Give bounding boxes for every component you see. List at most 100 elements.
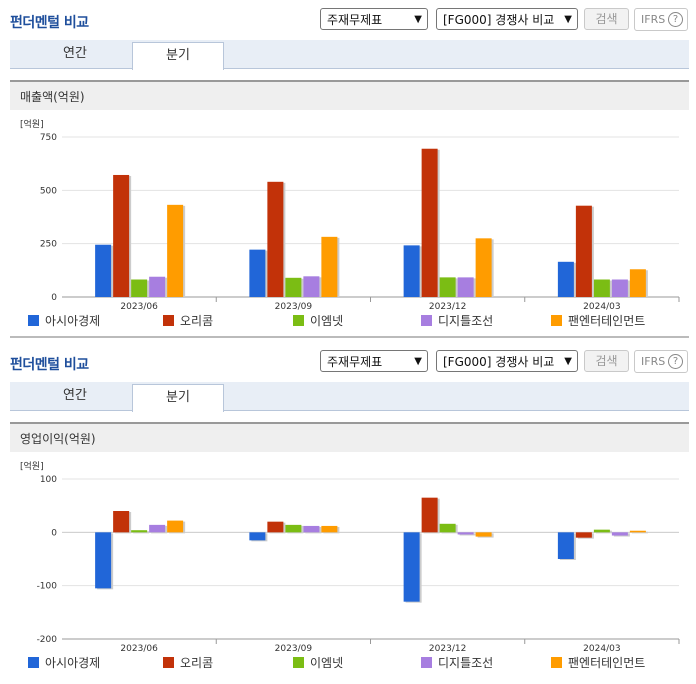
bar-shadow <box>631 531 648 534</box>
tab-quarterly[interactable]: 분기 <box>132 42 224 70</box>
period-tabs: 연간 분기 <box>10 382 689 412</box>
ifrs-help-button[interactable]: IFRS? <box>634 8 688 31</box>
x-tick-label: 2023/06 <box>120 302 158 310</box>
bar[interactable] <box>167 520 184 533</box>
bar[interactable] <box>303 525 320 533</box>
panel-divider <box>10 336 689 338</box>
bar[interactable] <box>575 532 592 538</box>
fundamental-panel-revenue: 펀더멘털 비교 주재무제표 ▼ [FG000] 경쟁사 비교 ▼ 검색 IFRS? … <box>0 0 696 338</box>
legend-item[interactable]: 디지틀조선 <box>421 312 493 330</box>
chart-legend: 아시아경제 오리콤 이엠넷 디지틀조선 팬엔터테인먼트 <box>28 654 688 672</box>
chart-subtitle: 매출액(억원) <box>10 80 689 110</box>
question-icon: ? <box>668 354 683 369</box>
y-tick-label: 0 <box>51 293 57 303</box>
search-button[interactable]: 검색 <box>584 350 629 372</box>
bar[interactable] <box>593 279 610 297</box>
bar[interactable] <box>249 532 266 541</box>
y-unit-label: [억원] <box>20 118 44 130</box>
ifrs-help-button[interactable]: IFRS? <box>634 350 688 373</box>
panel-title: 펀더멘털 비교 <box>10 15 89 31</box>
bar[interactable] <box>421 148 438 297</box>
bar[interactable] <box>131 279 148 297</box>
bar[interactable] <box>249 249 266 297</box>
bar[interactable] <box>403 532 420 602</box>
legend-item[interactable]: 아시아경제 <box>28 312 100 330</box>
legend-item[interactable]: 팬엔터테인먼트 <box>551 312 645 330</box>
legend-label: 아시아경제 <box>45 314 101 328</box>
bar[interactable] <box>267 181 284 297</box>
bar[interactable] <box>611 532 628 536</box>
chart-legend: 아시아경제 오리콤 이엠넷 디지틀조선 팬엔터테인먼트 <box>28 312 688 330</box>
tab-annual[interactable]: 연간 <box>63 388 87 403</box>
bar[interactable] <box>457 277 474 297</box>
legend-label: 디지틀조선 <box>438 314 494 328</box>
legend-swatch <box>551 657 562 668</box>
bar[interactable] <box>557 532 574 559</box>
bar[interactable] <box>267 521 284 533</box>
statement-select[interactable]: 주재무제표 ▼ <box>320 8 428 30</box>
bar[interactable] <box>167 204 184 297</box>
bar[interactable] <box>321 236 338 297</box>
legend-item[interactable]: 이엠넷 <box>293 312 343 330</box>
bar[interactable] <box>321 525 338 533</box>
bar[interactable] <box>629 530 646 533</box>
legend-label: 오리콤 <box>180 656 214 670</box>
operating-income-bar-chart: [억원] -200 -100 0 100 2023/06 2023/09 2023/12 202… <box>20 460 680 652</box>
x-tick-label: 2023/12 <box>429 644 466 652</box>
x-tick-label: 2023/06 <box>120 644 158 652</box>
bar[interactable] <box>113 174 130 297</box>
bar[interactable] <box>421 497 438 533</box>
legend-item[interactable]: 이엠넷 <box>293 654 343 672</box>
legend-item[interactable]: 오리콤 <box>163 312 213 330</box>
bar[interactable] <box>439 277 456 297</box>
bar[interactable] <box>439 523 456 533</box>
statement-select[interactable]: 주재무제표 ▼ <box>320 350 428 372</box>
bar[interactable] <box>475 238 492 297</box>
legend-item[interactable]: 오리콤 <box>163 654 213 672</box>
legend-item[interactable]: 팬엔터테인먼트 <box>551 654 645 672</box>
bar[interactable] <box>95 532 112 589</box>
bar[interactable] <box>593 529 610 533</box>
bar[interactable] <box>149 276 166 297</box>
legend-swatch <box>293 657 304 668</box>
legend-label: 오리콤 <box>180 314 214 328</box>
revenue-bar-chart: [억원] 0 250 500 750 2023/06 2023/09 2023/12 2024/… <box>20 118 680 310</box>
peer-compare-select[interactable]: [FG000] 경쟁사 비교 ▼ <box>436 8 578 30</box>
legend-label: 아시아경제 <box>45 656 101 670</box>
bar[interactable] <box>475 532 492 537</box>
bar[interactable] <box>557 261 574 297</box>
chevron-down-icon: ▼ <box>414 14 422 25</box>
chevron-down-icon: ▼ <box>564 356 572 367</box>
bar[interactable] <box>95 244 112 297</box>
legend-swatch <box>551 315 562 326</box>
y-tick-label: 500 <box>40 186 57 196</box>
bar[interactable] <box>575 205 592 297</box>
bar[interactable] <box>131 530 148 533</box>
bar[interactable] <box>403 245 420 297</box>
bar[interactable] <box>113 511 130 533</box>
legend-swatch <box>163 315 174 326</box>
legend-item[interactable]: 디지틀조선 <box>421 654 493 672</box>
panel-header: 펀더멘털 비교 주재무제표 ▼ [FG000] 경쟁사 비교 ▼ 검색 IFRS? <box>0 0 696 38</box>
x-tick-label: 2023/09 <box>275 302 313 310</box>
legend-label: 이엠넷 <box>310 656 344 670</box>
panel-title: 펀더멘털 비교 <box>10 357 89 373</box>
legend-swatch <box>421 315 432 326</box>
tab-quarterly[interactable]: 분기 <box>132 384 224 412</box>
legend-item[interactable]: 아시아경제 <box>28 654 100 672</box>
legend-label: 팬엔터테인먼트 <box>568 314 646 328</box>
y-tick-label: 750 <box>40 133 57 143</box>
y-tick-label: -100 <box>37 582 58 592</box>
peer-compare-select[interactable]: [FG000] 경쟁사 비교 ▼ <box>436 350 578 372</box>
period-tabs: 연간 분기 <box>10 40 689 70</box>
bar[interactable] <box>285 277 302 297</box>
legend-swatch <box>28 315 39 326</box>
search-button[interactable]: 검색 <box>584 8 629 30</box>
bar[interactable] <box>149 524 166 533</box>
bar[interactable] <box>611 279 628 297</box>
bar[interactable] <box>303 276 320 297</box>
bar[interactable] <box>457 532 474 535</box>
bar[interactable] <box>629 269 646 297</box>
bar[interactable] <box>285 524 302 533</box>
tab-annual[interactable]: 연간 <box>63 46 87 61</box>
